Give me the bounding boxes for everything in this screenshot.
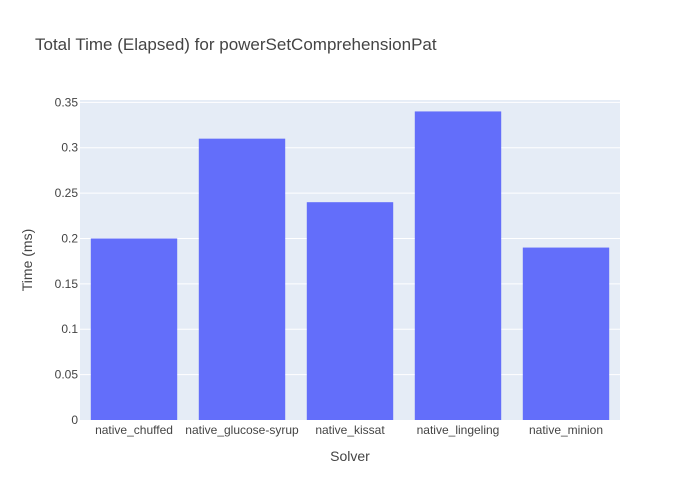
y-axis-title: Time (ms) bbox=[19, 229, 35, 291]
y-tick-label: 0.15 bbox=[55, 277, 79, 291]
y-tick-label: 0.2 bbox=[61, 231, 78, 245]
bar-native_minion[interactable] bbox=[522, 247, 610, 420]
chart-title: Total Time (Elapsed) for powerSetCompreh… bbox=[35, 35, 437, 54]
x-tick-label: native_kissat bbox=[315, 423, 385, 437]
bars bbox=[90, 111, 610, 420]
y-tick-label: 0.3 bbox=[61, 141, 78, 155]
y-tick-label: 0.05 bbox=[55, 368, 79, 382]
x-tick-label: native_lingeling bbox=[417, 423, 500, 437]
bar-native_lingeling[interactable] bbox=[414, 111, 502, 420]
x-tick-label: native_chuffed bbox=[95, 423, 173, 437]
x-axis-title: Solver bbox=[330, 448, 370, 464]
bar-native_chuffed[interactable] bbox=[90, 238, 178, 420]
x-axis-ticks: native_chuffed native_glucose-syrup native… bbox=[95, 423, 603, 437]
y-tick-label: 0 bbox=[71, 413, 78, 427]
y-axis-ticks: 0 0.05 0.1 0.15 0.2 0.25 0.3 0.35 bbox=[55, 95, 79, 427]
x-tick-label: native_glucose-syrup bbox=[185, 423, 299, 437]
bar-native_glucose-syrup[interactable] bbox=[198, 138, 286, 420]
x-tick-label: native_minion bbox=[529, 423, 603, 437]
y-tick-label: 0.25 bbox=[55, 186, 79, 200]
y-tick-label: 0.35 bbox=[55, 95, 79, 109]
y-tick-label: 0.1 bbox=[61, 322, 78, 336]
bar-native_kissat[interactable] bbox=[306, 202, 394, 420]
